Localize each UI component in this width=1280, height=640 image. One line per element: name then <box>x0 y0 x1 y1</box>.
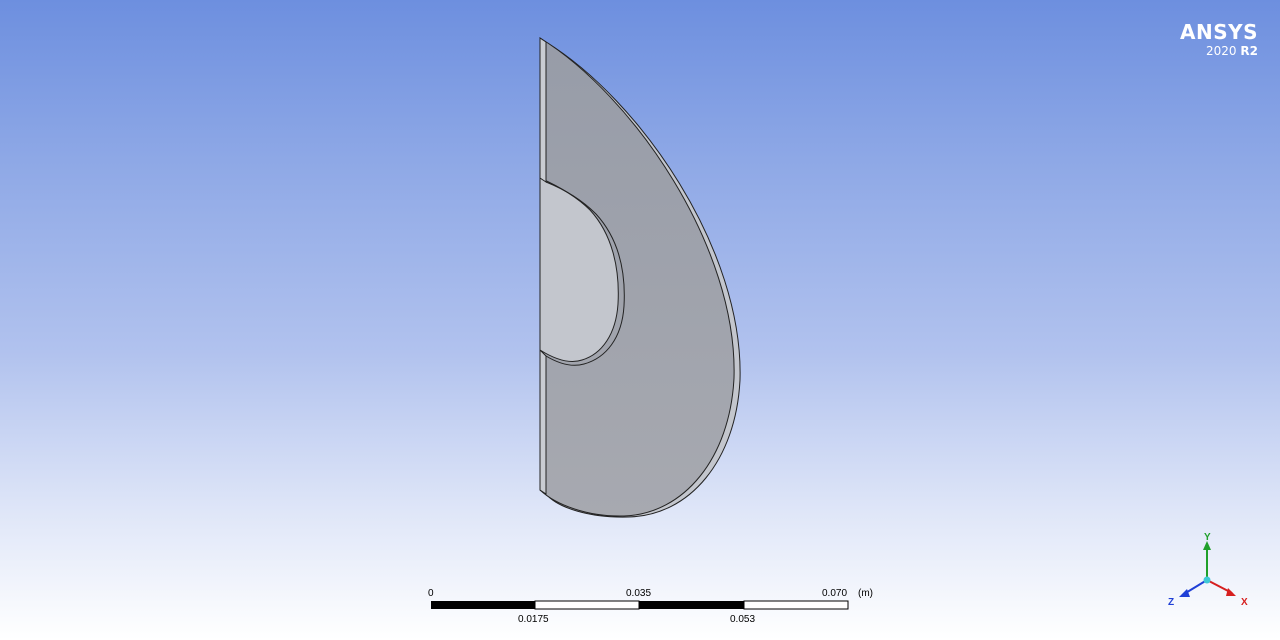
y-axis-label: Y <box>1204 532 1211 543</box>
version-release: R2 <box>1240 44 1258 58</box>
brand-name: ANSYS <box>1179 20 1258 44</box>
body-front-face <box>539 37 735 517</box>
scale-segment-4 <box>743 600 849 610</box>
version-year: 2020 <box>1206 44 1237 58</box>
scale-label-top-2: 0.070 <box>822 588 847 599</box>
brand-version: 2020 R2 <box>1180 45 1258 57</box>
body-left-edge-bottom <box>539 348 547 495</box>
scale-segment-1 <box>431 601 535 609</box>
ansys-logo: ANSYS 2020 R2 <box>1180 22 1258 57</box>
z-axis-arrow-icon <box>1179 589 1190 597</box>
triad-origin-icon <box>1203 576 1211 584</box>
scale-label-bottom-0: 0.0175 <box>518 614 549 625</box>
x-axis-label: X <box>1241 597 1248 608</box>
scale-label-top-1: 0.035 <box>626 588 651 599</box>
scale-unit: (m) <box>858 588 873 599</box>
scale-segment-3 <box>639 601 744 609</box>
scale-label-bottom-1: 0.053 <box>730 614 755 625</box>
body-left-edge-top <box>539 37 547 183</box>
z-axis-label: Z <box>1168 597 1174 608</box>
y-axis-arrow-icon <box>1203 541 1211 550</box>
scale-label-top-0: 0 <box>428 588 434 599</box>
body-inner-edge <box>545 181 625 366</box>
x-axis-arrow-icon <box>1226 588 1236 596</box>
